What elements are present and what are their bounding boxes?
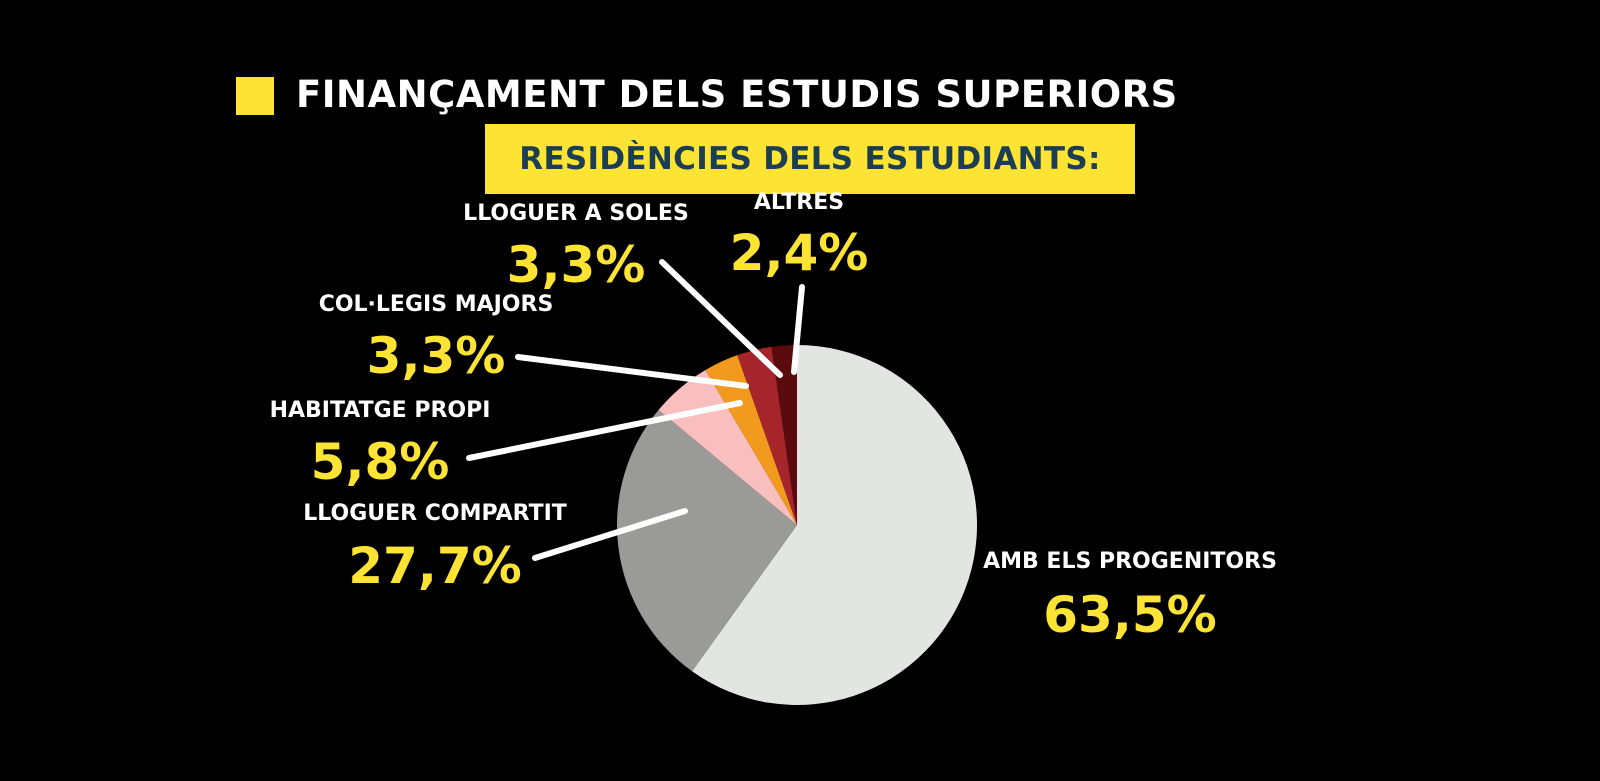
slice-value-amb-els-progenitors: 63,5%: [1043, 586, 1216, 644]
slice-labels: AMB ELS PROGENITORS 63,5% LLOGUER COMPARTI…: [270, 190, 1277, 644]
leader-line-col-legis-majors: [515, 354, 749, 389]
leader-line-habitatge-propi: [466, 400, 743, 461]
pie-slice-habitatge-propi: [658, 370, 797, 525]
subtitle-banner: RESIDÈNCIES DELS ESTUDIANTS:: [485, 124, 1135, 194]
slice-value-col-legis-majors: 3,3%: [367, 327, 506, 385]
slice-label-amb-els-progenitors: AMB ELS PROGENITORS: [983, 549, 1277, 574]
slice-label-col-legis-majors: COL·LEGIS MAJORS: [319, 292, 554, 317]
title-square-marker: [236, 77, 274, 115]
slice-value-lloguer-a-soles: 3,3%: [507, 236, 646, 294]
leader-line-lloguer-compartit: [532, 508, 688, 561]
pie-slice-amb-els-progenitors: [692, 345, 978, 706]
slice-value-altres: 2,4%: [730, 224, 869, 282]
slice-label-altres: ALTRES: [754, 190, 844, 215]
pie-slice-lloguer-a-soles: [737, 346, 797, 525]
chart-subtitle: RESIDÈNCIES DELS ESTUDIANTS:: [519, 141, 1101, 177]
chart-title: FINANÇAMENT DELS ESTUDIS SUPERIORS: [296, 73, 1178, 116]
slice-label-habitatge-propi: HABITATGE PROPI: [270, 398, 491, 423]
slice-value-habitatge-propi: 5,8%: [311, 433, 450, 491]
pie-slice-altres: [771, 345, 797, 525]
pie-slice-col-legis-majors: [705, 355, 797, 525]
leader-line-lloguer-a-soles: [659, 259, 783, 378]
leader-line-altres: [791, 284, 805, 375]
slice-label-lloguer-a-soles: LLOGUER A SOLES: [463, 201, 689, 226]
pie-slices: [617, 345, 978, 706]
leader-lines: [466, 259, 805, 561]
pie-slice-lloguer-compartit: [617, 409, 797, 672]
slice-value-lloguer-compartit: 27,7%: [348, 537, 521, 595]
slice-label-lloguer-compartit: LLOGUER COMPARTIT: [303, 501, 567, 526]
